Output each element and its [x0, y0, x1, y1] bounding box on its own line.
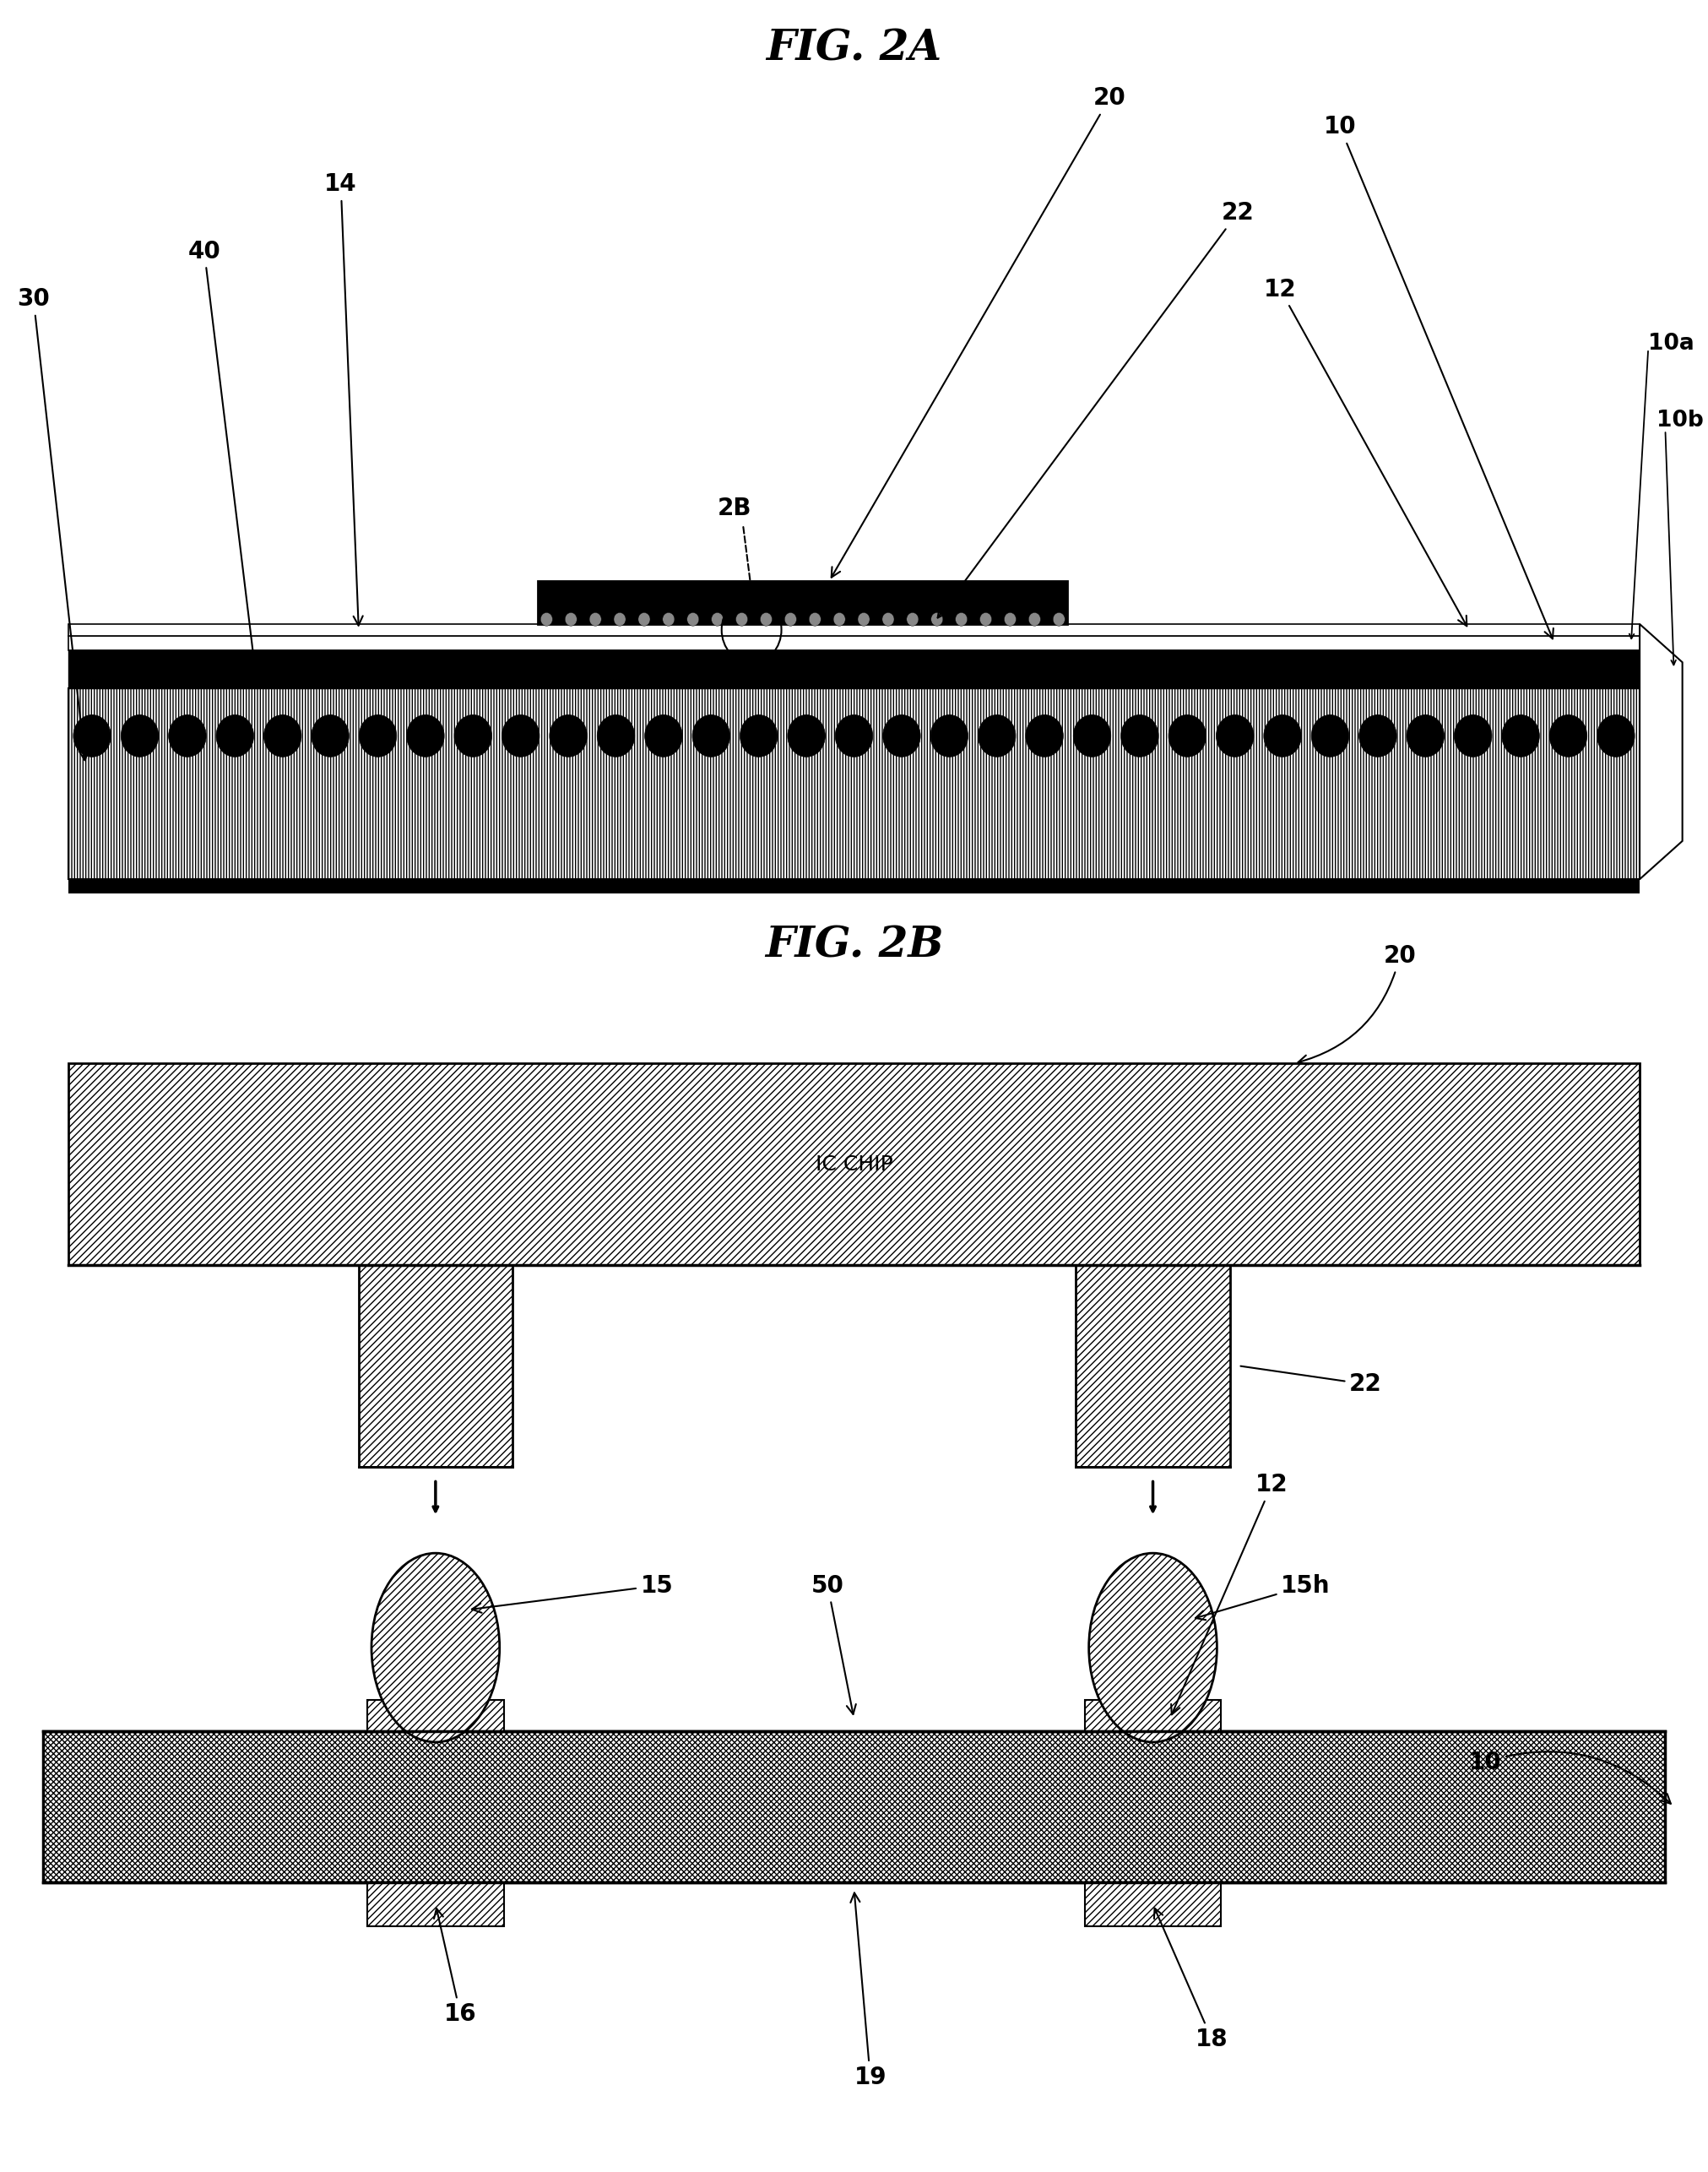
Bar	[68, 623, 1640, 636]
Bar	[68, 689, 1640, 880]
Text: 12: 12	[1264, 278, 1467, 626]
Circle shape	[407, 715, 444, 756]
Circle shape	[687, 613, 699, 626]
Circle shape	[1090, 1553, 1216, 1742]
Circle shape	[550, 715, 588, 756]
Bar	[68, 636, 1640, 649]
Circle shape	[169, 715, 207, 756]
Text: IC CHIP: IC CHIP	[815, 1153, 893, 1175]
Text: 10: 10	[1469, 1751, 1670, 1803]
Circle shape	[613, 613, 625, 626]
Circle shape	[787, 715, 825, 756]
Circle shape	[454, 715, 492, 756]
Circle shape	[834, 613, 845, 626]
Circle shape	[73, 715, 111, 756]
Circle shape	[835, 715, 873, 756]
Circle shape	[663, 613, 675, 626]
Circle shape	[711, 613, 722, 626]
Circle shape	[502, 715, 540, 756]
Circle shape	[857, 613, 869, 626]
Circle shape	[217, 715, 254, 756]
Circle shape	[1454, 715, 1491, 756]
Circle shape	[1028, 613, 1040, 626]
Bar	[43, 1731, 1665, 1883]
Circle shape	[1360, 715, 1397, 756]
Circle shape	[931, 613, 943, 626]
Text: 2B: 2B	[717, 497, 752, 519]
Text: 15: 15	[471, 1575, 673, 1614]
Bar	[367, 1699, 504, 1731]
Circle shape	[598, 715, 635, 756]
Circle shape	[263, 715, 301, 756]
Circle shape	[1027, 715, 1064, 756]
Text: FIG. 2B: FIG. 2B	[765, 925, 943, 967]
Circle shape	[1549, 715, 1587, 756]
Circle shape	[740, 715, 777, 756]
Circle shape	[1168, 715, 1206, 756]
Text: 18: 18	[1155, 1909, 1228, 2050]
Circle shape	[692, 715, 729, 756]
Text: 30: 30	[17, 287, 89, 760]
Circle shape	[639, 613, 651, 626]
Circle shape	[736, 613, 748, 626]
Circle shape	[760, 613, 772, 626]
Circle shape	[1312, 715, 1349, 756]
Circle shape	[1501, 715, 1539, 756]
Bar	[367, 1883, 504, 1927]
Bar	[538, 582, 1068, 623]
Circle shape	[121, 715, 159, 756]
Circle shape	[881, 613, 895, 626]
Bar	[68, 649, 1640, 689]
Polygon shape	[1640, 623, 1682, 880]
Text: 10b: 10b	[1657, 411, 1705, 432]
Text: FIG. 2A: FIG. 2A	[767, 28, 941, 70]
Text: 20: 20	[832, 87, 1126, 578]
Circle shape	[1216, 715, 1254, 756]
Circle shape	[1264, 715, 1301, 756]
Text: 10a: 10a	[1648, 332, 1694, 354]
Circle shape	[810, 613, 822, 626]
Circle shape	[955, 613, 967, 626]
Circle shape	[931, 715, 968, 756]
Circle shape	[565, 613, 577, 626]
Text: 50: 50	[811, 1575, 856, 1714]
Bar	[1085, 1883, 1221, 1927]
Circle shape	[1597, 715, 1635, 756]
Circle shape	[1004, 613, 1016, 626]
Text: 40: 40	[188, 239, 260, 673]
Circle shape	[540, 613, 553, 626]
Circle shape	[644, 715, 681, 756]
Circle shape	[359, 715, 396, 756]
Bar	[359, 1264, 512, 1466]
Bar	[1076, 1264, 1230, 1466]
Text: 10: 10	[1324, 115, 1553, 639]
Text: 22: 22	[1240, 1366, 1382, 1397]
Circle shape	[1073, 715, 1110, 756]
Circle shape	[907, 613, 919, 626]
Text: 12: 12	[1172, 1473, 1288, 1714]
Circle shape	[784, 613, 796, 626]
Text: 19: 19	[851, 1892, 886, 2089]
Text: 15h: 15h	[1196, 1575, 1331, 1620]
Circle shape	[589, 613, 601, 626]
Circle shape	[1120, 715, 1158, 756]
Text: 14: 14	[325, 172, 362, 626]
Text: 22: 22	[938, 202, 1254, 617]
Circle shape	[371, 1553, 499, 1742]
Text: 16: 16	[434, 1909, 477, 2026]
Circle shape	[311, 715, 348, 756]
Bar	[68, 1064, 1640, 1264]
Bar	[1085, 1699, 1221, 1731]
Text: 20: 20	[1298, 945, 1416, 1064]
Circle shape	[883, 715, 921, 756]
Circle shape	[1052, 613, 1066, 626]
Bar	[68, 880, 1640, 893]
Circle shape	[1407, 715, 1445, 756]
Circle shape	[980, 613, 992, 626]
Circle shape	[979, 715, 1016, 756]
